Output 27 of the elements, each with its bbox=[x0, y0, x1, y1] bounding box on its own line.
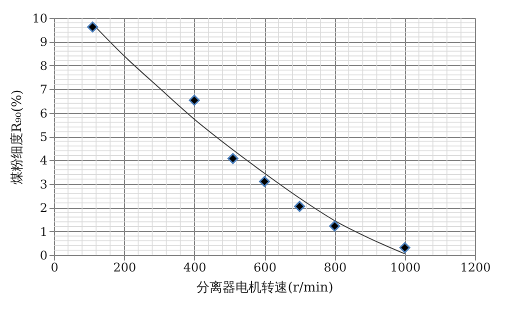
y-tick-label: 4 bbox=[40, 154, 48, 168]
point bbox=[329, 220, 340, 232]
point bbox=[294, 200, 306, 212]
y-tick-label: 3 bbox=[40, 177, 48, 192]
y-tick-label: 8 bbox=[40, 58, 48, 73]
x-axis-title: 分离器电机转速(r/min) bbox=[196, 280, 334, 296]
x-tick-label: 1000 bbox=[390, 260, 421, 274]
y-tick-label: 5 bbox=[40, 130, 48, 144]
x-tick-label: 400 bbox=[183, 260, 206, 274]
y-tick-label: 7 bbox=[40, 82, 48, 97]
point bbox=[399, 242, 410, 254]
x-tick-label: 600 bbox=[254, 260, 276, 274]
y-axis-title: 煤粉细度R₉₀(%) bbox=[9, 90, 26, 184]
x-tick-label: 0 bbox=[50, 260, 58, 274]
x-tick-label: 200 bbox=[113, 260, 136, 274]
point bbox=[259, 176, 270, 188]
y-tick-label: 0 bbox=[40, 248, 48, 262]
point bbox=[188, 94, 200, 106]
y-tick-label: 9 bbox=[40, 35, 48, 50]
y-tick-label: 2 bbox=[40, 201, 48, 216]
x-tick-label: 1200 bbox=[460, 260, 491, 274]
y-tick-label: 6 bbox=[40, 106, 48, 120]
y-tick-label: 1 bbox=[40, 224, 48, 239]
point bbox=[227, 153, 238, 164]
point bbox=[87, 22, 98, 32]
y-tick-label: 10 bbox=[32, 12, 48, 26]
x-tick-label: 800 bbox=[324, 260, 347, 274]
